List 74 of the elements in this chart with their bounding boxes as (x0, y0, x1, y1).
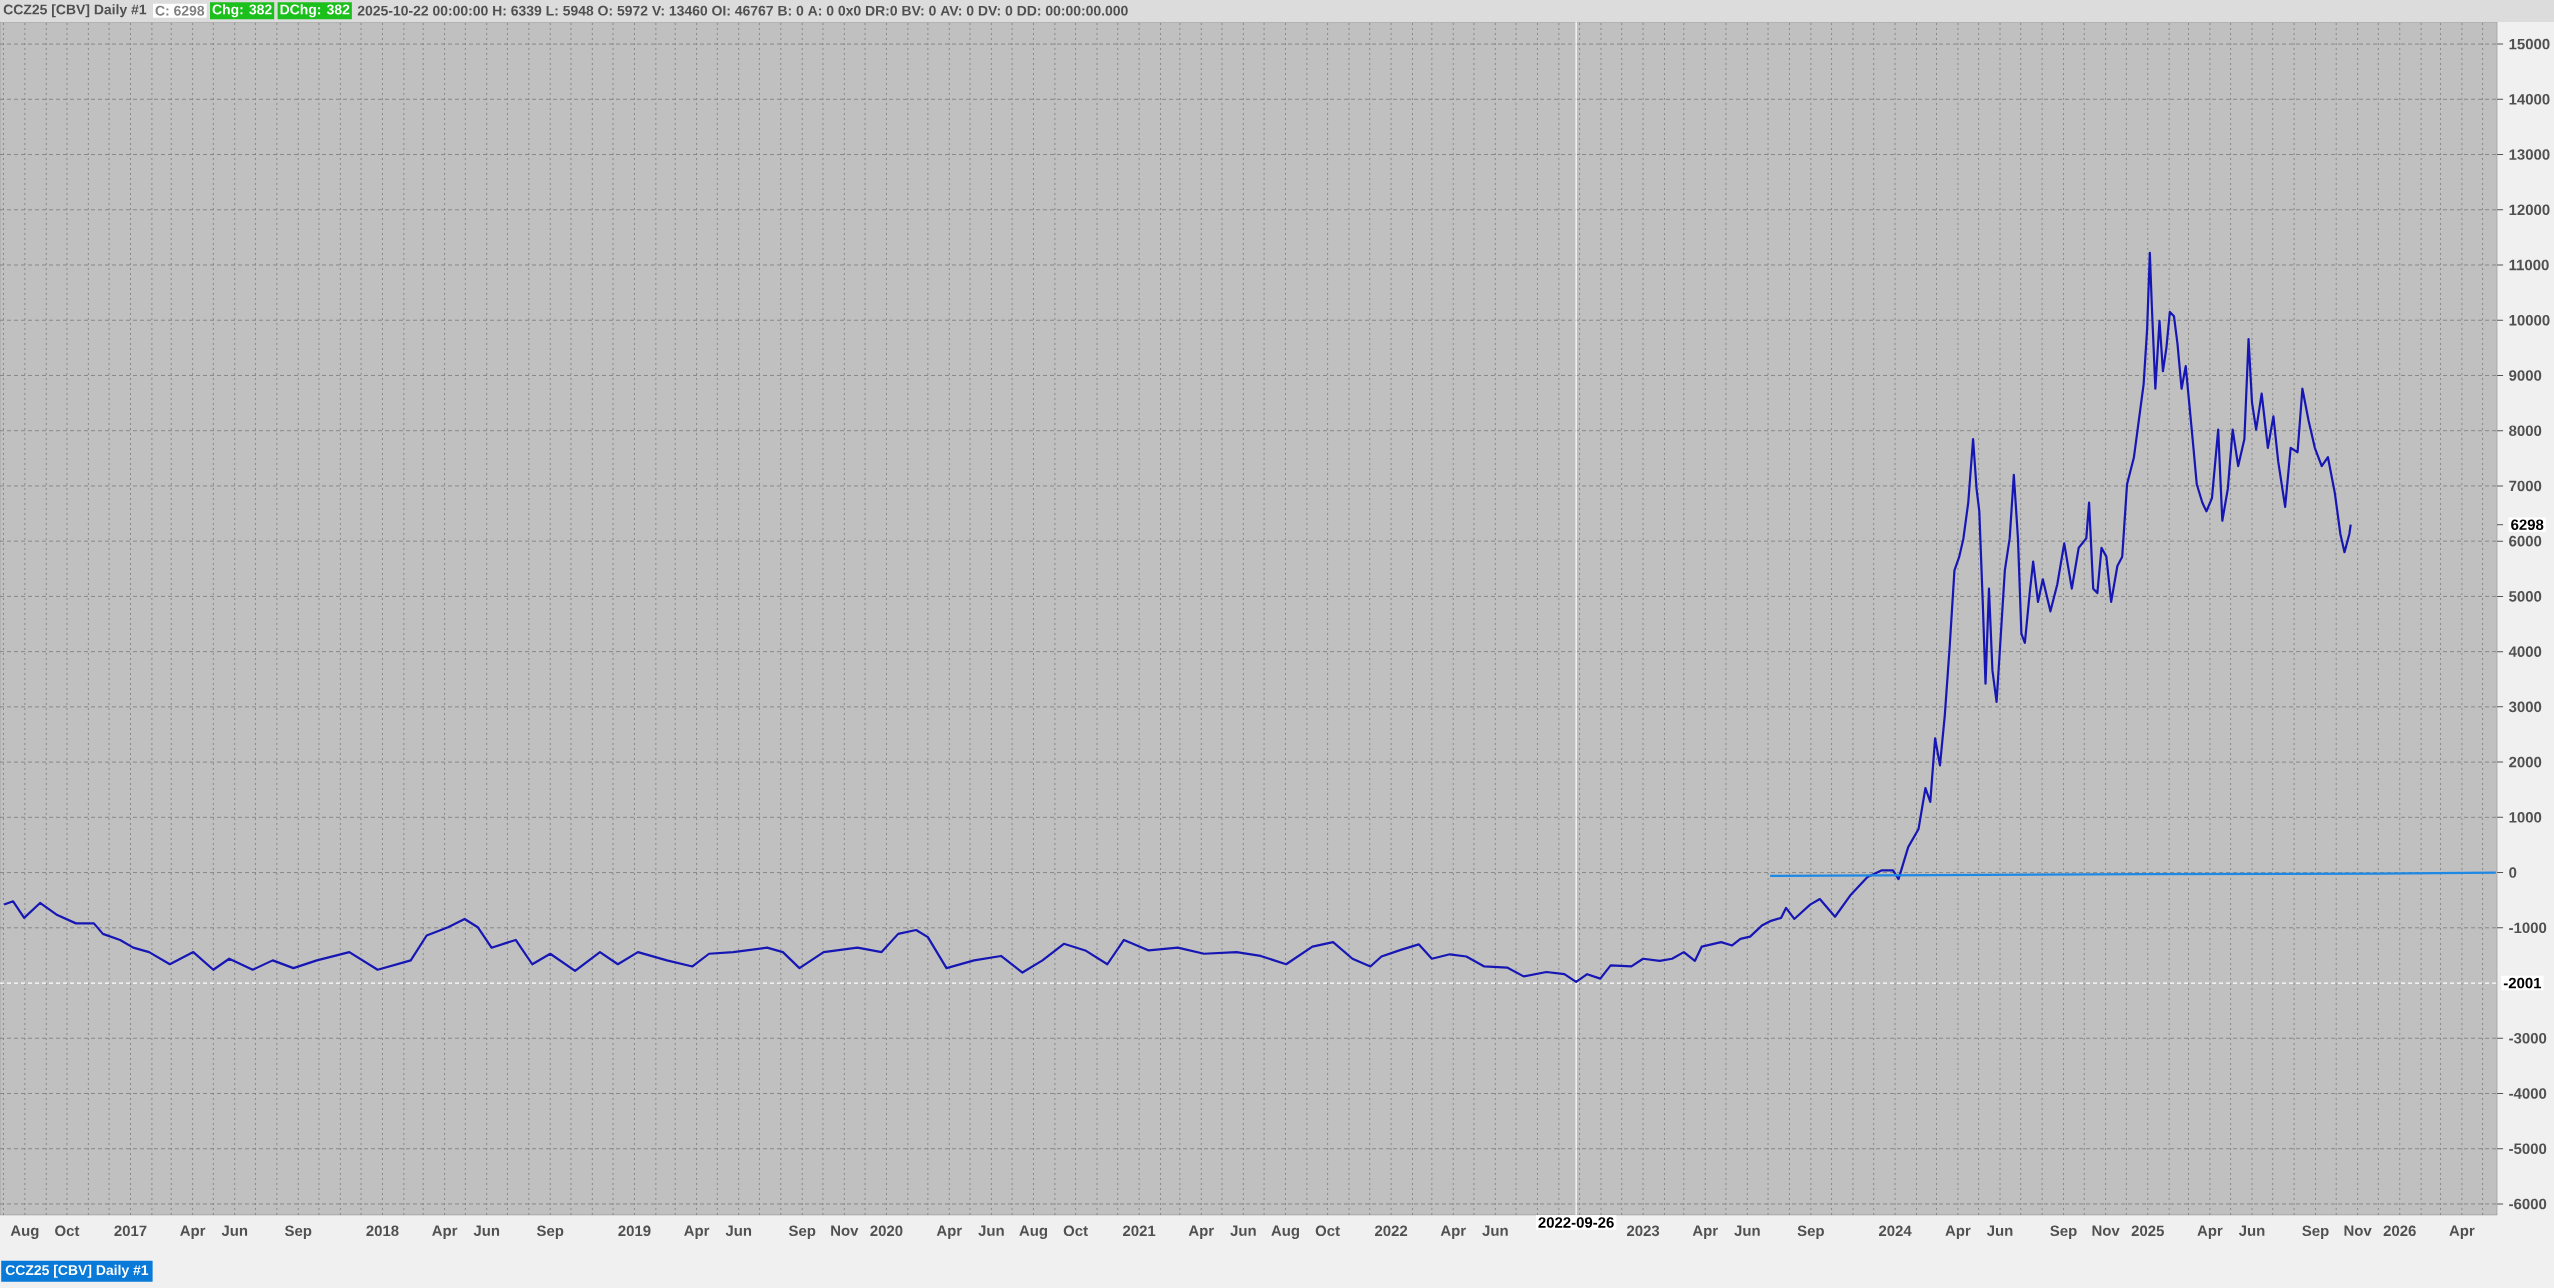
y-tick-label: 13000 (2509, 149, 2550, 160)
x-tick-label: Apr (936, 1225, 962, 1239)
y-tick-label: 14000 (2509, 94, 2550, 105)
x-tick-label: Apr (1945, 1225, 1971, 1239)
x-tick-label: Apr (1692, 1225, 1718, 1239)
y-tick-label: 11000 (2509, 259, 2549, 271)
x-tick-label: Sep (284, 1225, 312, 1240)
x-tick-label: Oct (1063, 1225, 1088, 1237)
x-tick-label: Sep (788, 1225, 816, 1240)
x-tick-label: 2018 (366, 1225, 399, 1237)
y-tick-label: -1000 (2509, 922, 2547, 934)
text: 2025-10-22 00:00:00 H: 6339 L: 5948 O: 5972 V: 13460 OI: 46767 B: 0 A: 0 0x0 DR:0 BV: 0 AV: 0 DV: 0 DD: 00:00:00.000 (357, 5, 1128, 16)
x-tick-label: Aug (1271, 1225, 1299, 1239)
x-tick-label: Nov (831, 1225, 859, 1236)
y-tick-label: 5000 (2509, 591, 2542, 602)
x-tick-label: Jun (2238, 1225, 2265, 1236)
x-tick-label: Apr (2197, 1225, 2223, 1239)
x-tick-label: 2025 (2131, 1225, 2164, 1237)
x-tick-label: Jun (1986, 1225, 2013, 1236)
y-tick-label: 6298 (2511, 519, 2544, 530)
y-tick-label: 7000 (2509, 480, 2542, 492)
x-tick-label: Sep (2050, 1225, 2077, 1240)
x-tick-label: Jun (1734, 1225, 1760, 1236)
x-tick-label: Jun (473, 1225, 500, 1236)
x-tick-label: Sep (1797, 1225, 1824, 1240)
x-tick-label: Apr (1440, 1225, 1466, 1239)
y-tick-label: 4000 (2508, 646, 2542, 657)
text: C: 6298 (155, 5, 205, 16)
y-tick-label: 12000 (2509, 204, 2550, 216)
x-tick-label: Oct (1315, 1225, 1340, 1237)
y-tick-label: 8000 (2509, 425, 2542, 436)
x-tick-label: Jun (221, 1225, 248, 1236)
x-tick-label: Sep (2302, 1225, 2329, 1240)
x-tick-label: 2022 (1375, 1225, 1408, 1237)
x-tick-label: 2026 (2383, 1225, 2416, 1237)
x-tick-label: Oct (55, 1225, 80, 1237)
x-tick-label: Apr (2449, 1225, 2475, 1239)
y-tick-label: 6000 (2509, 535, 2542, 547)
y-tick-label: 15000 (2509, 38, 2550, 50)
x-tick-label: Apr (180, 1225, 206, 1239)
ref-line-label: 2022-09-26 (1538, 1217, 1614, 1228)
y-tick-label: -3000 (2509, 1032, 2547, 1044)
x-tick-label: 2021 (1123, 1225, 1156, 1237)
text: CCZ25 [CBV] Daily #1 (5, 1264, 149, 1278)
x-tick-label: Jun (1230, 1225, 1256, 1236)
y-tick-label: 1000 (2509, 812, 2542, 823)
y-tick-label: 0 (2509, 867, 2517, 878)
x-tick-label: Apr (1188, 1225, 1214, 1239)
chart-title: CCZ25 [CBV] Daily #1 (3, 4, 147, 18)
x-tick-label: Jun (978, 1225, 1004, 1236)
x-tick-label: Apr (432, 1225, 458, 1239)
x-tick-label: 2024 (1878, 1225, 1912, 1237)
x-tick-label: Jun (1482, 1225, 1508, 1236)
x-tick-label: Jun (725, 1225, 752, 1236)
x-tick-label: Aug (1019, 1225, 1048, 1239)
y-tick-label: -4000 (2509, 1088, 2547, 1099)
text: Chg: 382 (212, 4, 272, 18)
y-tick-label: 2000 (2509, 756, 2542, 768)
x-tick-label: 2017 (114, 1225, 147, 1237)
x-tick-label: 2023 (1626, 1225, 1660, 1237)
x-tick-label: Apr (684, 1225, 710, 1239)
y-tick-label: 9000 (2509, 370, 2542, 381)
y-tick-label: 10000 (2509, 314, 2550, 326)
x-tick-label: 2019 (618, 1225, 651, 1237)
x-tick-label: Aug (10, 1225, 39, 1239)
x-tick-label: Sep (536, 1225, 564, 1240)
y-tick-label: -6000 (2509, 1198, 2547, 1210)
x-tick-label: Nov (2092, 1225, 2120, 1236)
y-tick-label: -5000 (2509, 1143, 2547, 1155)
text: DChg: 382 (280, 4, 350, 18)
x-tick-label: Nov (2344, 1225, 2372, 1236)
ref-line-label: -2001 (2503, 977, 2542, 989)
x-tick-label: 2020 (870, 1225, 903, 1237)
y-tick-label: 3000 (2508, 701, 2542, 713)
